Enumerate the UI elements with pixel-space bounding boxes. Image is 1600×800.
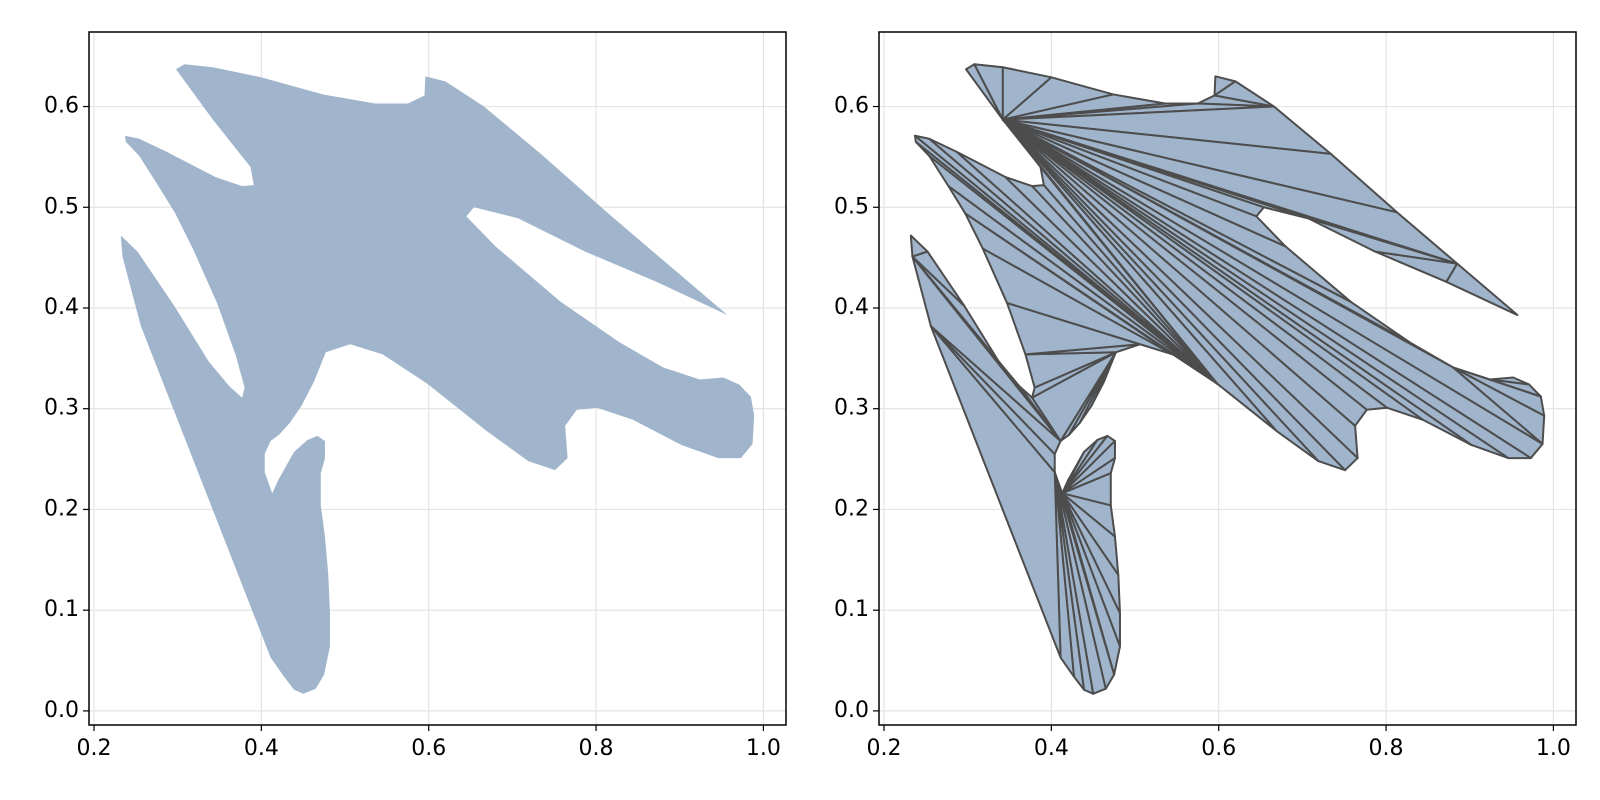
x-tick-label: 0.8 [579, 736, 614, 761]
y-tick-label: 0.4 [44, 295, 79, 320]
y-tick-label: 0.5 [834, 194, 869, 219]
x-tick-label: 1.0 [1536, 736, 1571, 761]
x-tick-label: 0.4 [1034, 736, 1069, 761]
y-tick-label: 0.6 [834, 94, 869, 119]
x-tick-label: 0.6 [1201, 736, 1236, 761]
y-tick-label: 0.5 [44, 194, 79, 219]
triangle [1445, 262, 1519, 317]
triangle [1001, 118, 1219, 385]
y-tick-label: 0.3 [44, 396, 79, 421]
x-tick-label: 1.0 [746, 736, 781, 761]
x-tick-label: 0.4 [244, 736, 279, 761]
polygon-area [120, 64, 755, 694]
y-tick-label: 0.0 [44, 698, 79, 723]
y-tick-label: 0.2 [834, 496, 869, 521]
x-tick-label: 0.2 [77, 736, 112, 761]
y-tick-label: 0.1 [834, 597, 869, 622]
triangle [973, 63, 1004, 121]
y-tick-label: 0.2 [44, 496, 79, 521]
plot-frame [878, 31, 1577, 726]
y-tick-label: 0.0 [834, 698, 869, 723]
y-tick-label: 0.3 [834, 396, 869, 421]
y-tick-label: 0.6 [44, 94, 79, 119]
y-tick-label: 0.4 [834, 295, 869, 320]
x-tick-label: 0.6 [411, 736, 446, 761]
x-tick-label: 0.2 [867, 736, 902, 761]
plot-frame [88, 31, 787, 726]
x-tick-label: 0.8 [1369, 736, 1404, 761]
y-tick-label: 0.1 [44, 597, 79, 622]
